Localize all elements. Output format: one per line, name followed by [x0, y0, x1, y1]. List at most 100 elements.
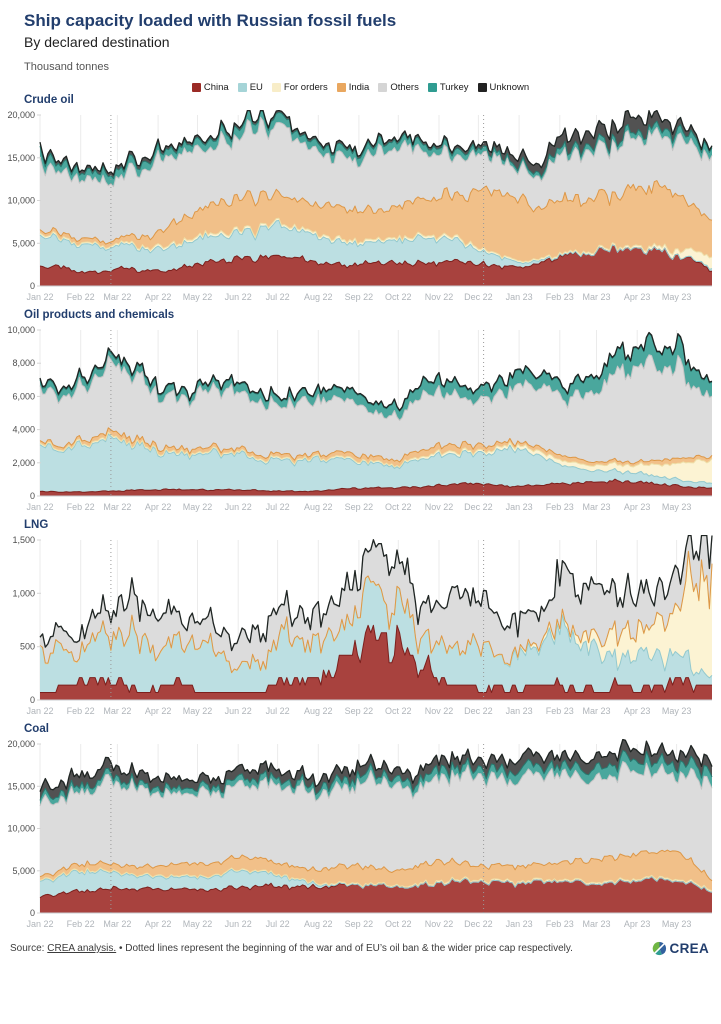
- svg-text:4,000: 4,000: [12, 425, 35, 435]
- crea-logo-text: CREA: [669, 941, 709, 956]
- series-area-turkey: [40, 110, 712, 187]
- svg-text:May 23: May 23: [662, 292, 692, 302]
- svg-text:Apr 22: Apr 22: [145, 502, 172, 512]
- svg-text:Jan 23: Jan 23: [506, 706, 533, 716]
- svg-text:Dec 22: Dec 22: [464, 706, 493, 716]
- chart-title-lng: LNG: [24, 519, 49, 531]
- chart-coal-plot: 0 5,000 10,000 15,000 20,000 Jan 22 Feb 22 Mar …: [0, 739, 721, 935]
- series-area-china: [40, 625, 712, 700]
- svg-text:Feb 23: Feb 23: [546, 292, 574, 302]
- legend-item-unknown[interactable]: Unknown: [477, 82, 530, 93]
- svg-text:Mar 23: Mar 23: [582, 706, 610, 716]
- series-line-unknown: [39, 331, 713, 412]
- svg-text:May 22: May 22: [183, 502, 213, 512]
- legend-item-china[interactable]: China: [191, 82, 229, 93]
- legend-item-eu[interactable]: EU: [237, 82, 263, 93]
- svg-text:Apr 23: Apr 23: [624, 919, 651, 929]
- y-axis-labels: 0 5,000 10,000 15,000 20,000: [7, 739, 41, 918]
- legend-swatch: [191, 83, 201, 92]
- x-axis-labels: Jan 22 Feb 22 Mar 22 Apr 22 May 22 Jun 22 Jul …: [26, 706, 691, 716]
- header: Ship capacity loaded with Russian fossil…: [0, 0, 721, 93]
- svg-text:Jul 22: Jul 22: [266, 706, 290, 716]
- svg-text:0: 0: [30, 695, 35, 705]
- legend-swatch: [477, 83, 487, 92]
- legend-item-for-orders[interactable]: For orders: [271, 82, 328, 93]
- series-area-eu: [40, 869, 712, 898]
- chart-lng-plot: 0 500 1,000 1,500 Jan 22 Feb 22 Mar 22 Apr 22 Ma…: [0, 535, 721, 722]
- svg-text:500: 500: [20, 642, 35, 652]
- svg-text:Jan 22: Jan 22: [26, 706, 53, 716]
- svg-text:Mar 22: Mar 22: [103, 292, 131, 302]
- svg-text:Oct 22: Oct 22: [385, 502, 412, 512]
- x-axis-labels: Jan 22 Feb 22 Mar 22 Apr 22 May 22 Jun 22 Jul …: [26, 292, 691, 302]
- crea-logo[interactable]: CREA: [652, 941, 709, 956]
- svg-text:Oct 22: Oct 22: [385, 292, 412, 302]
- chart-title-coal: Coal: [24, 723, 49, 735]
- svg-text:5,000: 5,000: [12, 238, 35, 248]
- crea-logo-icon: [652, 941, 666, 956]
- series-line-india: [39, 550, 713, 674]
- svg-text:Feb 22: Feb 22: [67, 919, 95, 929]
- series-line-for-orders: [39, 217, 713, 263]
- series-line-india: [39, 427, 713, 465]
- event-lines: [110, 115, 485, 286]
- svg-text:May 22: May 22: [183, 292, 213, 302]
- series-strokes: [39, 535, 713, 693]
- series-line-others: [39, 760, 713, 807]
- svg-text:10,000: 10,000: [7, 325, 35, 335]
- chart-svg-coal: 0 5,000 10,000 15,000 20,000 Jan 22 Feb 22 Mar …: [7, 739, 713, 929]
- svg-text:Sep 22: Sep 22: [345, 919, 374, 929]
- series-area-others: [40, 117, 712, 245]
- svg-text:Apr 22: Apr 22: [145, 919, 172, 929]
- chart-title-crude-oil: Crude oil: [24, 94, 74, 106]
- svg-text:Feb 22: Feb 22: [67, 292, 95, 302]
- series-area-turkey: [40, 333, 712, 421]
- chart-section-lng: LNG 0 500 1,000 1,500 Jan 22 Feb 22 Mar 22 Apr …: [0, 518, 721, 722]
- svg-text:Jun 22: Jun 22: [225, 919, 252, 929]
- svg-text:Jul 22: Jul 22: [266, 292, 290, 302]
- svg-text:15,000: 15,000: [7, 781, 35, 791]
- svg-text:Dec 22: Dec 22: [464, 502, 493, 512]
- svg-text:Aug 22: Aug 22: [304, 919, 333, 929]
- svg-text:Jun 22: Jun 22: [225, 292, 252, 302]
- svg-text:8,000: 8,000: [12, 358, 35, 368]
- svg-text:5,000: 5,000: [12, 866, 35, 876]
- svg-text:Oct 22: Oct 22: [385, 706, 412, 716]
- svg-text:Nov 22: Nov 22: [425, 706, 454, 716]
- svg-text:2,000: 2,000: [12, 458, 35, 468]
- svg-text:Feb 23: Feb 23: [546, 706, 574, 716]
- svg-text:0: 0: [30, 491, 35, 501]
- legend-label: For orders: [283, 82, 328, 93]
- svg-text:May 23: May 23: [662, 919, 692, 929]
- svg-text:Mar 23: Mar 23: [582, 502, 610, 512]
- svg-text:Jun 22: Jun 22: [225, 706, 252, 716]
- source-link[interactable]: CREA analysis.: [47, 943, 117, 954]
- svg-text:Dec 22: Dec 22: [464, 292, 493, 302]
- series-strokes: [39, 739, 713, 899]
- legend-item-others[interactable]: Others: [378, 82, 419, 93]
- series-line-china: [39, 478, 713, 493]
- x-axis-labels: Jan 22 Feb 22 Mar 22 Apr 22 May 22 Jun 22 Jul …: [26, 919, 691, 929]
- svg-text:Sep 22: Sep 22: [345, 706, 374, 716]
- legend-label: Unknown: [489, 82, 530, 93]
- legend-swatch: [378, 83, 388, 92]
- series-line-india: [39, 180, 713, 245]
- legend-item-india[interactable]: India: [336, 82, 369, 93]
- series-line-unknown: [39, 110, 713, 176]
- series-line-eu: [39, 433, 713, 484]
- svg-text:Apr 22: Apr 22: [145, 706, 172, 716]
- footer: Source: CREA analysis. • Dotted lines re…: [0, 941, 721, 956]
- svg-text:10,000: 10,000: [7, 196, 35, 206]
- svg-text:6,000: 6,000: [12, 391, 35, 401]
- chart-crude-oil-plot: 0 5,000 10,000 15,000 20,000 Jan 22 Feb 22 Mar …: [0, 110, 721, 308]
- series-strokes: [39, 331, 713, 493]
- svg-text:Nov 22: Nov 22: [425, 292, 454, 302]
- series-line-india: [39, 849, 713, 882]
- series-line-eu: [39, 868, 713, 893]
- legend-item-turkey[interactable]: Turkey: [427, 82, 469, 93]
- svg-text:Jul 22: Jul 22: [266, 919, 290, 929]
- chart-section-oil-products: Oil products and chemicals 0 2,000 4,000 6,…: [0, 308, 721, 518]
- svg-text:Jul 22: Jul 22: [266, 502, 290, 512]
- x-axis-labels: Jan 22 Feb 22 Mar 22 Apr 22 May 22 Jun 22 Jul …: [26, 502, 691, 512]
- svg-text:Apr 22: Apr 22: [145, 292, 172, 302]
